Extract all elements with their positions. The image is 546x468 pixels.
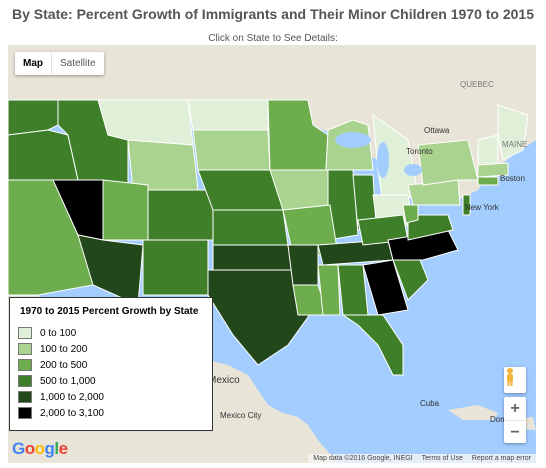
legend-label: 500 to 1,000	[40, 375, 96, 387]
label-mexico: Mexico	[208, 375, 240, 386]
street-view-button[interactable]	[504, 367, 526, 393]
label-boston: Boston	[500, 174, 525, 183]
legend-swatch	[18, 407, 32, 419]
lake-superior	[335, 132, 371, 148]
legend-label: 0 to 100	[40, 327, 77, 339]
states-group	[8, 99, 529, 376]
lake-erie	[404, 164, 422, 176]
cuba-land	[448, 405, 498, 420]
lake-michigan	[377, 142, 389, 178]
label-dominican: Domin	[490, 415, 513, 424]
legend-swatch	[18, 391, 32, 403]
state-oregon[interactable]	[8, 129, 79, 181]
state-colorado[interactable]	[147, 189, 214, 241]
state-utah[interactable]	[102, 179, 149, 241]
state-virginia[interactable]	[407, 214, 454, 241]
pegman-icon	[507, 368, 513, 386]
label-mexico-city: Mexico City	[220, 411, 261, 420]
state-south-dakota[interactable]	[192, 129, 271, 171]
legend-item: 200 to 500	[18, 357, 204, 373]
label-ottawa: Ottawa	[424, 126, 450, 135]
state-wyoming[interactable]	[127, 139, 199, 191]
legend-label: 2,000 to 3,100	[40, 407, 104, 419]
label-toronto: Toronto	[406, 147, 433, 156]
legend-item: 1,000 to 2,000	[18, 389, 204, 405]
legend-label: 1,000 to 2,000	[40, 391, 104, 403]
state-kansas[interactable]	[212, 209, 289, 246]
legend-item: 2,000 to 3,100	[18, 405, 204, 421]
map-data-attribution: Map data ©2016 Google, INEGI	[313, 455, 413, 462]
zoom-control: + −	[504, 397, 526, 443]
state-north-dakota[interactable]	[187, 99, 269, 131]
map-type-control: Map Satellite	[15, 52, 104, 75]
label-quebec: QUEBEC	[460, 80, 494, 89]
zoom-out-button[interactable]: −	[510, 423, 520, 441]
map-subtitle: Click on State to See Details:	[208, 33, 338, 44]
map-type-map-button[interactable]: Map	[23, 58, 43, 69]
terms-link[interactable]: Terms of Use	[421, 455, 463, 462]
map-footer: Map data ©2016 Google, INEGI Terms of Us…	[308, 454, 536, 463]
legend-item: 0 to 100	[18, 325, 204, 341]
state-alabama[interactable]	[337, 264, 369, 316]
state-arizona[interactable]	[77, 234, 144, 306]
legend-swatch	[18, 375, 32, 387]
map-title: By State: Percent Growth of Immigrants a…	[12, 6, 534, 22]
legend-title: 1970 to 2015 Percent Growth by State	[20, 306, 199, 317]
state-nebraska[interactable]	[197, 169, 284, 211]
state-arkansas[interactable]	[287, 244, 319, 286]
legend-item: 500 to 1,000	[18, 373, 204, 389]
state-new-jersey[interactable]	[462, 194, 471, 216]
report-error-link[interactable]: Report a map error	[471, 455, 531, 462]
state-new-york[interactable]	[417, 139, 479, 186]
state-west-virginia[interactable]	[402, 204, 419, 224]
legend: 1970 to 2015 Percent Growth by State 0 t…	[9, 297, 213, 431]
legend-swatch	[18, 327, 32, 339]
state-florida[interactable]	[341, 314, 404, 376]
legend-items: 0 to 100 100 to 200 200 to 500 500 to 1,000…	[18, 325, 204, 421]
legend-label: 200 to 500	[40, 359, 88, 371]
state-new-mexico[interactable]	[142, 239, 209, 296]
state-tennessee[interactable]	[317, 239, 394, 266]
state-massachusetts[interactable]	[477, 162, 509, 178]
state-vermont-nh[interactable]	[477, 134, 499, 166]
state-georgia[interactable]	[362, 259, 409, 316]
google-logo: Google	[12, 439, 68, 458]
label-cuba: Cuba	[420, 399, 440, 408]
legend-swatch	[18, 359, 32, 371]
legend-label: 100 to 200	[40, 343, 88, 355]
label-new-york: New York	[465, 203, 500, 212]
state-oklahoma[interactable]	[212, 244, 294, 271]
legend-swatch	[18, 343, 32, 355]
state-mississippi[interactable]	[317, 264, 341, 316]
state-connecticut[interactable]	[477, 176, 499, 186]
zoom-in-button[interactable]: +	[504, 397, 526, 421]
map-canvas[interactable]: QUEBEC Ottawa Toronto MAINE Boston New Y…	[8, 45, 536, 463]
legend-item: 100 to 200	[18, 341, 204, 357]
map-type-satellite-button[interactable]: Satellite	[51, 52, 104, 75]
state-maine[interactable]	[497, 104, 529, 161]
label-maine: MAINE	[502, 140, 527, 149]
state-washington[interactable]	[8, 99, 59, 136]
